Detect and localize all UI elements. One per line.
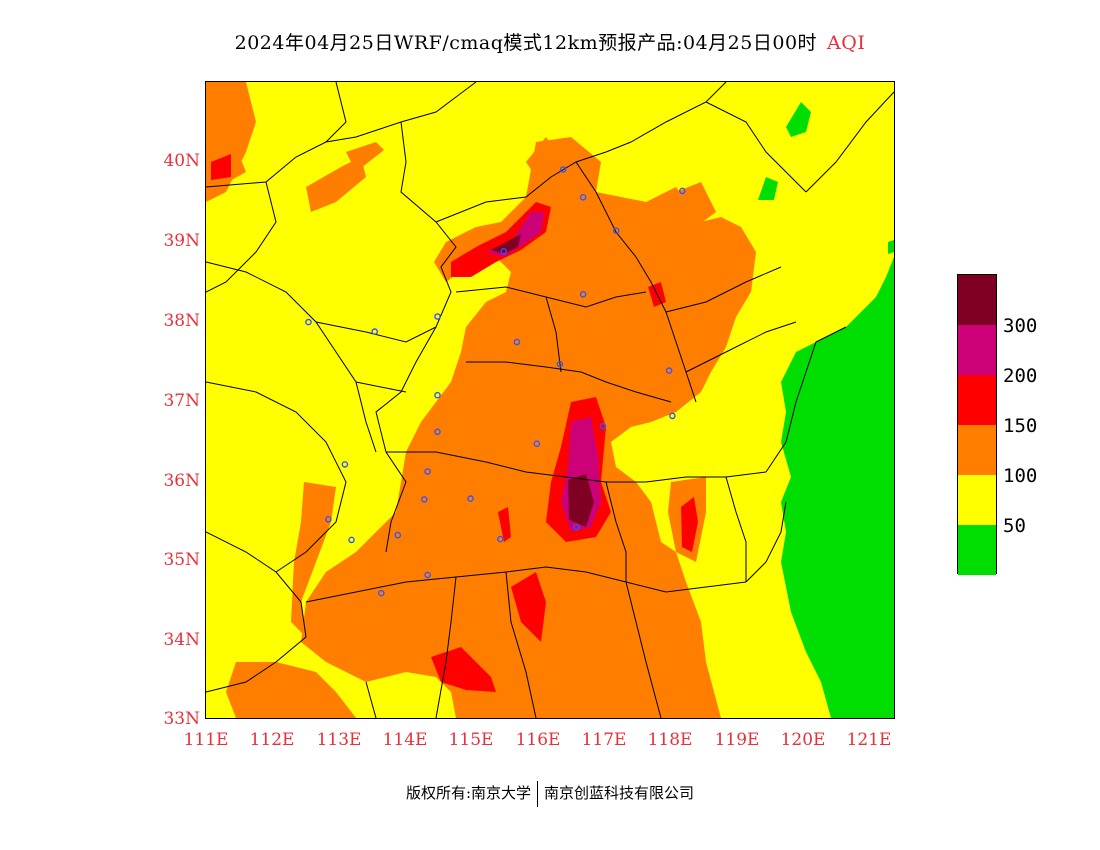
legend-swatch-moderate	[958, 475, 996, 525]
station-marker	[434, 391, 441, 399]
footer-separator	[537, 781, 539, 807]
station-marker	[467, 495, 474, 502]
lon-label-111: 111E	[183, 730, 229, 750]
lon-label-120: 120E	[780, 730, 826, 750]
copyright-footer: 版权所有:南京大学 南京创蓝科技有限公司	[0, 781, 1100, 807]
station-marker	[325, 515, 332, 523]
station-marker	[348, 536, 355, 544]
station-marker	[678, 187, 686, 195]
hazardous-zone-north	[491, 234, 521, 254]
station-marker	[579, 290, 587, 298]
legend-swatch-unhealthy	[958, 375, 996, 425]
legend-label-200: 200	[1003, 365, 1038, 387]
good-zone-sea	[781, 257, 894, 718]
color-legend	[957, 274, 997, 575]
sensitive-zone-west-strip	[411, 332, 481, 472]
sensitive-zone-north-blob	[306, 157, 366, 212]
sensitive-zone-main	[301, 137, 756, 718]
station-marker	[394, 531, 402, 539]
station-marker	[371, 328, 378, 335]
sensitive-zone-south-lobe	[291, 482, 336, 637]
legend-label-50: 50	[1003, 515, 1026, 537]
station-marker	[341, 461, 349, 468]
station-marker	[559, 166, 567, 173]
station-marker	[669, 412, 676, 420]
page-title: 2024年04月25日WRF/cmaq模式12km预报产品:04月25日00时 A…	[0, 28, 1100, 55]
station-marker	[424, 468, 431, 475]
lat-label-34: 34N	[163, 630, 200, 650]
lat-label-36: 36N	[163, 471, 200, 491]
station-marker	[665, 367, 673, 374]
legend-swatch-very-unhealthy	[958, 325, 996, 375]
sensitive-zone-north-upper	[526, 137, 556, 177]
station-marker	[533, 440, 541, 448]
lon-label-119: 119E	[714, 730, 760, 750]
lon-label-118: 118E	[647, 730, 693, 750]
lon-label-114: 114E	[382, 730, 428, 750]
admin-boundaries	[206, 82, 894, 718]
lon-label-113: 113E	[316, 730, 362, 750]
station-marker	[556, 360, 564, 368]
lon-label-117: 117E	[581, 730, 627, 750]
legend-swatch-hazardous	[958, 275, 996, 325]
station-marker	[500, 247, 508, 255]
unhealthy-zone-mid	[498, 507, 511, 542]
station-marker	[513, 338, 521, 346]
aqi-map-canvas	[206, 82, 894, 718]
unhealthy-zone-south-1	[511, 572, 546, 642]
station-marker	[377, 589, 385, 597]
station-marker	[599, 422, 607, 430]
lon-label-112: 112E	[249, 730, 295, 750]
legend-swatch-good	[958, 525, 996, 575]
lat-label-33: 33N	[163, 709, 200, 729]
good-zone-bohai	[786, 102, 811, 137]
station-marker	[579, 194, 587, 201]
footer-copyright: 版权所有:南京大学	[405, 784, 532, 802]
very-unhealthy-zone-north	[486, 212, 544, 257]
lat-label-35: 35N	[163, 550, 200, 570]
station-marker	[497, 535, 504, 543]
station-marker	[434, 428, 441, 436]
legend-swatch-sensitive	[958, 425, 996, 475]
legend-label-300: 300	[1003, 315, 1038, 337]
good-zone-ne	[888, 240, 894, 254]
station-marker	[612, 227, 620, 234]
unhealthy-zone-nw	[211, 154, 231, 180]
lat-label-37: 37N	[163, 391, 200, 411]
hazardous-zone-central	[568, 474, 594, 527]
sensitive-zone-north-strip	[346, 142, 384, 172]
station-marker	[434, 313, 441, 320]
legend-label-100: 100	[1003, 465, 1038, 487]
aqi-map[interactable]	[205, 81, 895, 719]
sensitive-zone-southwest	[226, 662, 356, 718]
station-marker	[305, 318, 312, 326]
title-main: 2024年04月25日WRF/cmaq模式12km预报产品:04月25日00时	[234, 32, 818, 54]
lon-label-121: 121E	[846, 730, 892, 750]
good-zone-bohai-coast	[758, 177, 778, 200]
lon-label-116: 116E	[515, 730, 561, 750]
lon-label-115: 115E	[448, 730, 494, 750]
unhealthy-zone-east	[681, 497, 698, 552]
title-product: AQI	[827, 32, 866, 54]
station-marker	[420, 496, 428, 503]
lat-label-40: 40N	[163, 151, 200, 171]
legend-label-150: 150	[1003, 415, 1038, 437]
station-markers	[305, 166, 686, 597]
lat-label-39: 39N	[163, 231, 200, 251]
station-marker	[573, 523, 580, 531]
unhealthy-zone-south-2	[431, 647, 496, 692]
sensitive-zone-northeast	[676, 182, 716, 227]
lat-label-38: 38N	[163, 311, 200, 331]
station-marker	[424, 571, 431, 579]
footer-company: 南京创蓝科技有限公司	[544, 784, 695, 802]
